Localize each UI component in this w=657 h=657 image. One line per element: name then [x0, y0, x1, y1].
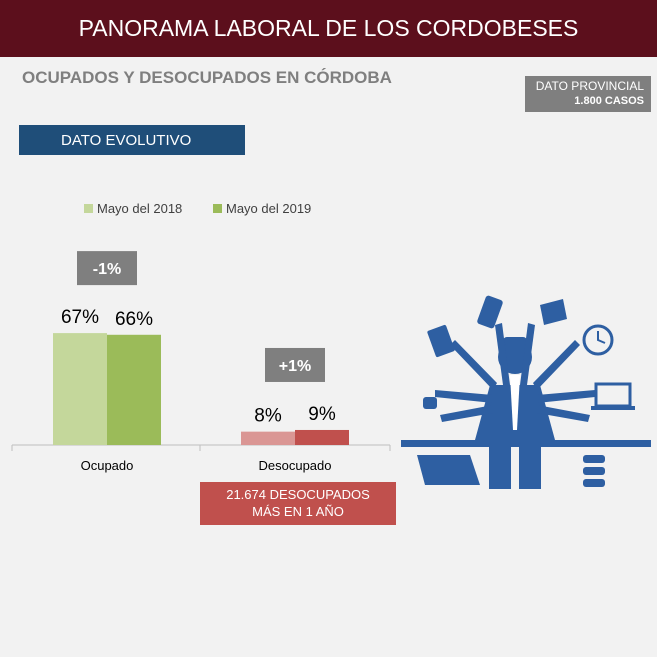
provincial-cases: 1.800 CASOS: [574, 95, 644, 107]
bar-desocupado-0: [241, 431, 295, 445]
data-label-1-1: 9%: [308, 404, 336, 425]
legend-swatch-1: [213, 204, 222, 213]
laptop-icon: [594, 382, 632, 408]
legend-swatch-0: [84, 204, 93, 213]
category-label-0: Ocupado: [81, 458, 134, 473]
legend-label-0: Mayo del 2018: [97, 201, 182, 216]
paper-stack-icon: [417, 455, 480, 485]
change-label-1: +1%: [279, 358, 311, 375]
chart-subtitle: OCUPADOS Y DESOCUPADOS EN CÓRDOBA: [22, 68, 392, 87]
category-label-1: Desocupado: [259, 458, 332, 473]
data-label-0-0: 67%: [61, 307, 99, 328]
header-bar: PANORAMA LABORAL DE LOS CORDOBESES: [0, 0, 657, 57]
legend-label-1: Mayo del 2019: [226, 201, 311, 216]
bar-desocupado-1: [295, 429, 349, 445]
bar-ocupado-1: [107, 334, 161, 445]
change-badge-0: [77, 251, 137, 286]
evolutivo-banner: DATO EVOLUTIVO: [19, 125, 245, 155]
cup-stack-icon: [583, 455, 605, 463]
page-title: PANORAMA LABORAL DE LOS CORDOBESES: [78, 15, 579, 41]
arm-icon: [450, 340, 497, 390]
desk-icon: [401, 440, 651, 447]
clipboard-icon: [427, 324, 455, 358]
change-badge-1: [265, 347, 325, 382]
change-label-0: -1%: [93, 261, 121, 278]
clock-icon: [582, 324, 614, 356]
folder-icon: [540, 299, 567, 325]
data-label-1-0: 8%: [254, 406, 282, 427]
desocupados-callout: 21.674 DESOCUPADOS MÁS EN 1 AÑO: [200, 482, 396, 525]
provincial-data-box: DATO PROVINCIAL 1.800 CASOS: [525, 76, 651, 112]
tie-icon: [510, 375, 520, 430]
bar-chart: Mayo del 2018 Mayo del 2019 67% 66% Ocupado -…: [11, 201, 391, 473]
callout-line2: MÁS EN 1 AÑO: [252, 504, 344, 519]
data-label-0-1: 66%: [115, 309, 153, 330]
phone-icon: [477, 295, 503, 329]
evolutivo-label: DATO EVOLUTIVO: [61, 131, 192, 149]
bar-ocupado-0: [53, 333, 107, 445]
provincial-label: DATO PROVINCIAL: [535, 79, 644, 93]
coffee-cup-icon: [423, 397, 437, 409]
multitasking-worker-illustration: [401, 295, 651, 489]
callout-line1: 21.674 DESOCUPADOS: [226, 487, 370, 502]
